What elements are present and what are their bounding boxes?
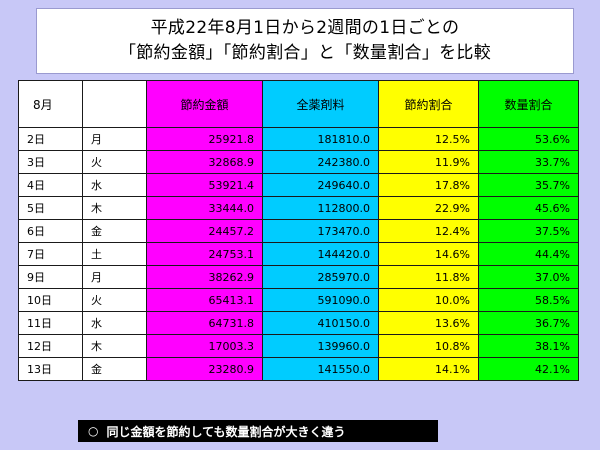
table-row: 10日火 65413.1 591090.0 10.0% 58.5% [18,288,579,312]
cell-day: 水 [82,173,147,197]
cell-qty-rate: 37.5% [478,219,579,243]
cell-total: 181810.0 [262,127,379,151]
cell-savings: 64731.8 [146,311,263,335]
header-row: 8月 節約金額 全薬剤料 節約割合 数量割合 [18,80,579,128]
cell-day: 金 [82,357,147,381]
cell-day: 月 [82,127,147,151]
cell-qty-rate: 35.7% [478,173,579,197]
header-qty-rate: 数量割合 [478,80,579,128]
cell-total: 242380.0 [262,150,379,174]
cell-savings: 53921.4 [146,173,263,197]
cell-date: 11日 [18,311,83,335]
cell-total: 173470.0 [262,219,379,243]
cell-qty-rate: 53.6% [478,127,579,151]
cell-day: 月 [82,265,147,289]
cell-date: 13日 [18,357,83,381]
cell-qty-rate: 37.0% [478,265,579,289]
title-box: 平成22年8月1日から2週間の1日ごとの 「節約金額」「節約割合」と「数量割合」… [36,8,574,74]
cell-save-rate: 22.9% [378,196,479,220]
cell-savings: 32868.9 [146,150,263,174]
cell-save-rate: 10.8% [378,334,479,358]
cell-save-rate: 10.0% [378,288,479,312]
table-row: 4日水 53921.4 249640.0 17.8% 35.7% [18,173,579,197]
cell-qty-rate: 45.6% [478,196,579,220]
table-row: 13日金 23280.9 141550.0 14.1% 42.1% [18,357,579,381]
table-row: 11日水 64731.8 410150.0 13.6% 36.7% [18,311,579,335]
cell-total: 144420.0 [262,242,379,266]
cell-day: 木 [82,334,147,358]
header-total: 全薬剤料 [262,80,379,128]
table-row: 9日月 38262.9 285970.0 11.8% 37.0% [18,265,579,289]
cell-save-rate: 14.6% [378,242,479,266]
cell-save-rate: 13.6% [378,311,479,335]
title-line-1: 平成22年8月1日から2週間の1日ごとの [150,18,460,38]
cell-qty-rate: 44.4% [478,242,579,266]
cell-savings: 23280.9 [146,357,263,381]
cell-date: 4日 [18,173,83,197]
header-save-rate: 節約割合 [378,80,479,128]
table-row: 6日金 24457.2 173470.0 12.4% 37.5% [18,219,579,243]
circle-marker-icon: ○ [88,424,99,438]
note-banner: ○ 同じ金額を節約しても数量割合が大きく違う [78,420,438,442]
cell-save-rate: 17.8% [378,173,479,197]
table-row: 7日土 24753.1 144420.0 14.6% 44.4% [18,242,579,266]
table-row: 5日木 33444.0 112800.0 22.9% 45.6% [18,196,579,220]
table-row: 2日月 25921.8 181810.0 12.5% 53.6% [18,127,579,151]
cell-date: 12日 [18,334,83,358]
cell-day: 火 [82,150,147,174]
cell-total: 410150.0 [262,311,379,335]
cell-qty-rate: 36.7% [478,311,579,335]
cell-save-rate: 11.9% [378,150,479,174]
cell-total: 285970.0 [262,265,379,289]
cell-day: 火 [82,288,147,312]
note-text: 同じ金額を節約しても数量割合が大きく違う [106,424,346,439]
table-body: 2日月 25921.8 181810.0 12.5% 53.6% 3日火 32868.9 24… [18,127,579,381]
cell-total: 141550.0 [262,357,379,381]
cell-qty-rate: 42.1% [478,357,579,381]
cell-total: 139960.0 [262,334,379,358]
cell-save-rate: 11.8% [378,265,479,289]
cell-date: 2日 [18,127,83,151]
cell-date: 6日 [18,219,83,243]
title-line-2: 「節約金額」「節約割合」と「数量割合」を比較 [118,43,492,63]
cell-savings: 17003.3 [146,334,263,358]
table-row: 3日火 32868.9 242380.0 11.9% 33.7% [18,150,579,174]
cell-qty-rate: 33.7% [478,150,579,174]
cell-qty-rate: 38.1% [478,334,579,358]
cell-day: 金 [82,219,147,243]
cell-total: 249640.0 [262,173,379,197]
cell-savings: 33444.0 [146,196,263,220]
cell-qty-rate: 58.5% [478,288,579,312]
cell-savings: 65413.1 [146,288,263,312]
cell-day: 木 [82,196,147,220]
cell-day: 土 [82,242,147,266]
cell-savings: 25921.8 [146,127,263,151]
cell-total: 112800.0 [262,196,379,220]
cell-day: 水 [82,311,147,335]
header-savings: 節約金額 [146,80,263,128]
cell-save-rate: 12.5% [378,127,479,151]
cell-savings: 24457.2 [146,219,263,243]
cell-total: 591090.0 [262,288,379,312]
header-month: 8月 [18,80,83,128]
cell-date: 9日 [18,265,83,289]
cell-save-rate: 12.4% [378,219,479,243]
cell-date: 7日 [18,242,83,266]
cell-date: 10日 [18,288,83,312]
comparison-table: 8月 節約金額 全薬剤料 節約割合 数量割合 2日月 25921.8 181810.… [18,80,579,381]
cell-save-rate: 14.1% [378,357,479,381]
cell-savings: 24753.1 [146,242,263,266]
header-day [82,80,147,128]
cell-date: 3日 [18,150,83,174]
table-row: 12日木 17003.3 139960.0 10.8% 38.1% [18,334,579,358]
cell-savings: 38262.9 [146,265,263,289]
cell-date: 5日 [18,196,83,220]
